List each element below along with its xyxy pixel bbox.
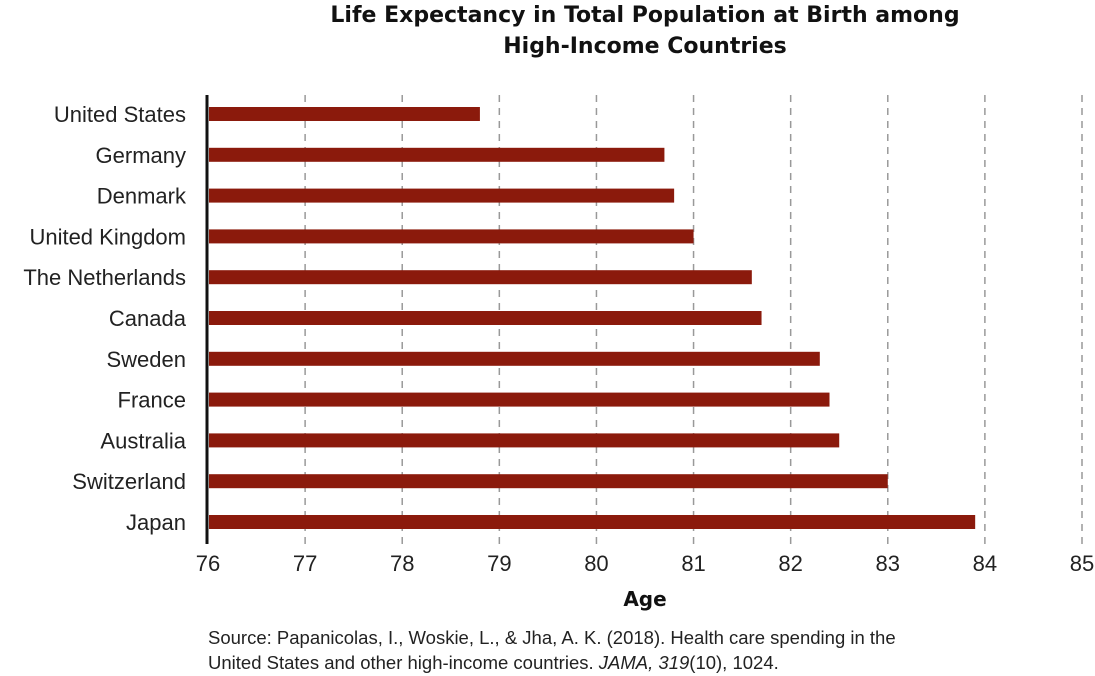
source-line-1: Source: Papanicolas, I., Woskie, L., & J… <box>208 627 896 648</box>
x-tick-label-78: 78 <box>390 551 414 576</box>
category-label: Sweden <box>106 347 186 372</box>
x-tick-label-76: 76 <box>196 551 220 576</box>
category-label: Canada <box>109 306 187 331</box>
source-journal: JAMA, 319 <box>598 652 690 673</box>
category-label: France <box>118 388 186 413</box>
category-label: Australia <box>100 428 186 453</box>
bar-canada <box>209 311 762 325</box>
category-label: The Netherlands <box>23 265 186 290</box>
bar-united-kingdom <box>209 229 694 244</box>
bar-japan <box>209 515 976 529</box>
x-tick-label-79: 79 <box>487 551 511 576</box>
category-label: Denmark <box>97 184 187 209</box>
x-tick-label-82: 82 <box>778 551 802 576</box>
category-label: Switzerland <box>72 469 186 494</box>
source-line-2: United States and other high-income coun… <box>208 650 896 675</box>
bar-switzerland <box>209 474 888 489</box>
chart-title-line-1: Life Expectancy in Total Population at B… <box>330 3 959 28</box>
x-tick-label-84: 84 <box>973 551 997 576</box>
category-label: Japan <box>126 510 186 535</box>
category-label: United Kingdom <box>29 224 186 249</box>
source-text: United States and other high-income coun… <box>208 652 599 673</box>
bar-germany <box>209 147 665 162</box>
bar-denmark <box>209 188 675 203</box>
bar-australia <box>209 433 840 448</box>
x-tick-label-83: 83 <box>876 551 900 576</box>
source-note: Source: Papanicolas, I., Woskie, L., & J… <box>208 625 896 675</box>
bar-the-netherlands <box>209 270 752 285</box>
bar-france <box>209 392 830 407</box>
category-label: United States <box>54 102 186 127</box>
bar-united-states <box>209 107 480 121</box>
x-tick-label-81: 81 <box>681 551 705 576</box>
source-issue: (10), 1024. <box>689 652 779 673</box>
x-tick-label-77: 77 <box>293 551 317 576</box>
bar-sweden <box>209 351 820 366</box>
x-tick-label-80: 80 <box>584 551 608 576</box>
chart-title-line-2: High-Income Countries <box>503 34 787 59</box>
x-tick-label-85: 85 <box>1070 551 1094 576</box>
x-axis-label: Age <box>623 587 666 611</box>
category-label: Germany <box>96 143 186 168</box>
